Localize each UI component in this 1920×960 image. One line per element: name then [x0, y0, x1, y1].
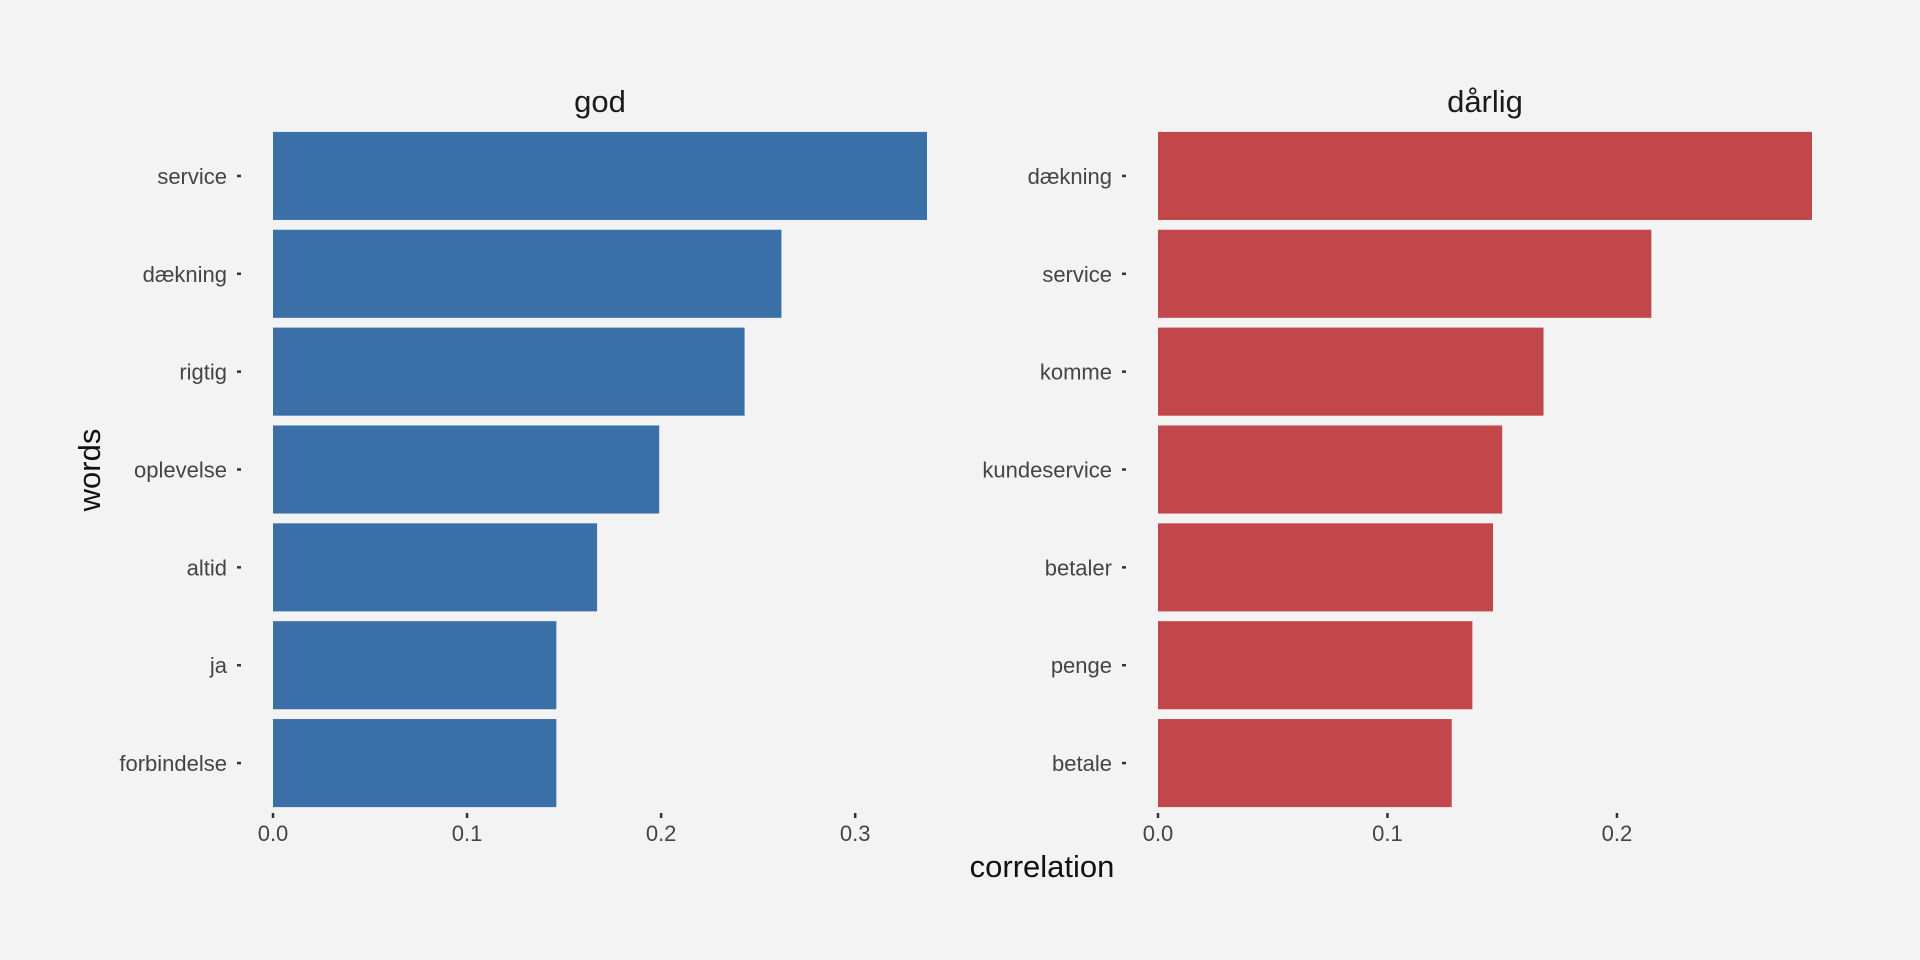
x-tick-label: 0.1	[452, 821, 483, 846]
category-label: penge	[1051, 653, 1112, 678]
bar	[1158, 621, 1473, 710]
bar	[273, 425, 660, 514]
x-axis-title: correlation	[970, 849, 1115, 884]
x-tick-label: 0.1	[1372, 821, 1403, 846]
bar	[1158, 327, 1544, 416]
bar	[273, 131, 927, 220]
bar	[1158, 425, 1503, 514]
category-label: dækning	[1028, 164, 1112, 189]
x-tick-label: 0.0	[258, 821, 289, 846]
category-label: forbindelse	[119, 751, 227, 776]
panel-0: god service dækning rigtig oplevelse altid ja f…	[119, 84, 927, 846]
bar	[273, 621, 557, 710]
category-label: ja	[209, 653, 228, 678]
bar	[1158, 719, 1452, 808]
panel-1: dårlig dækning service komme kundeservice bet…	[982, 84, 1812, 846]
x-tick-label: 0.3	[840, 821, 871, 846]
bar	[1158, 131, 1812, 220]
category-label: altid	[187, 555, 227, 580]
bar	[1158, 229, 1652, 318]
bar	[1158, 523, 1494, 612]
bar	[273, 327, 745, 416]
y-axis-title: words	[72, 429, 107, 513]
bar	[273, 719, 557, 808]
category-label: betale	[1052, 751, 1112, 776]
category-label: rigtig	[179, 360, 227, 385]
x-tick-label: 0.0	[1143, 821, 1174, 846]
chart-panels: god service dækning rigtig oplevelse altid ja f…	[119, 84, 1812, 846]
category-label: dækning	[143, 262, 227, 287]
x-tick-label: 0.2	[1602, 821, 1633, 846]
facet-title: dårlig	[1447, 84, 1523, 119]
category-label: service	[157, 164, 227, 189]
category-label: service	[1042, 262, 1112, 287]
facet-title: god	[574, 84, 626, 119]
category-label: oplevelse	[134, 458, 227, 483]
bar	[273, 523, 598, 612]
category-label: komme	[1040, 360, 1112, 385]
x-tick-label: 0.2	[646, 821, 677, 846]
category-label: kundeservice	[982, 458, 1112, 483]
bar	[273, 229, 782, 318]
category-label: betaler	[1045, 555, 1112, 580]
